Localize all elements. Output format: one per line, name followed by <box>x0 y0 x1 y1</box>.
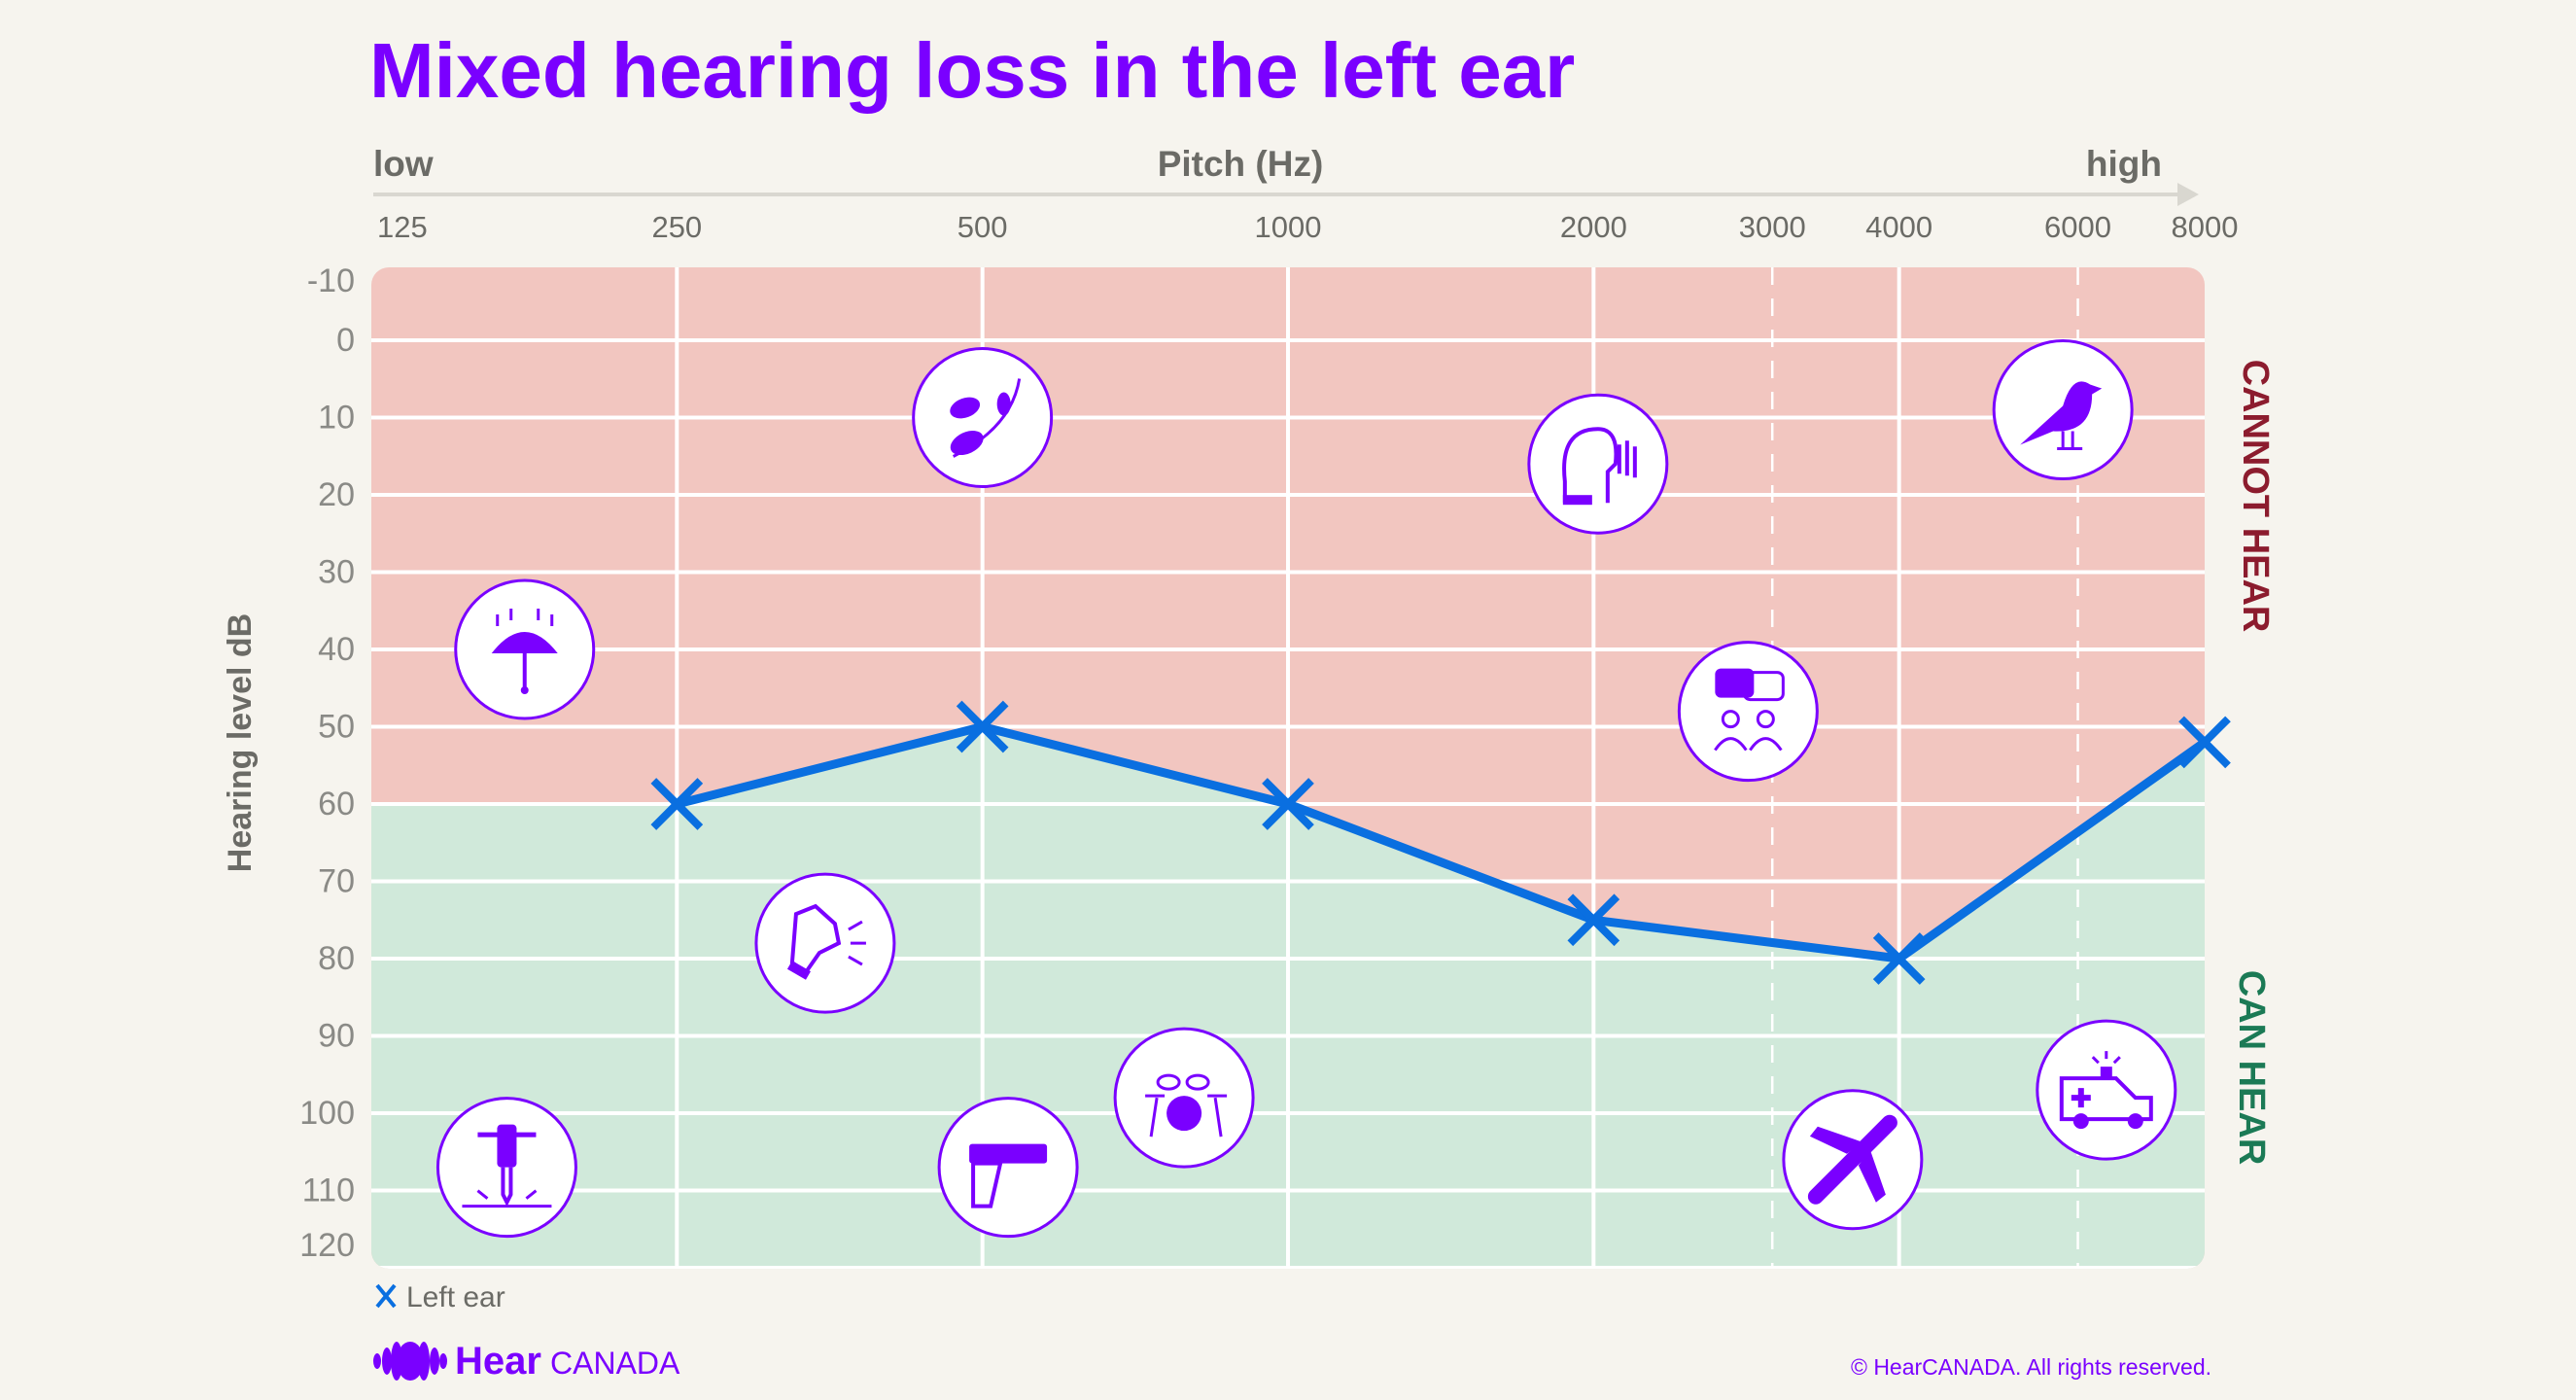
y-tick-label: 110 <box>302 1172 355 1209</box>
ambulance-siren-icon <box>2036 1019 2177 1161</box>
drum-kit-glyph <box>1145 1073 1228 1138</box>
leaves-rustling-icon <box>912 347 1054 488</box>
dog-barking-icon <box>754 872 896 1014</box>
bird-singing-icon <box>1992 339 2134 481</box>
region-label-cannot-hear: CANNOT HEAR <box>2235 360 2276 633</box>
icon-badge <box>1677 641 1819 783</box>
leaves-rustling-glyph <box>950 378 1022 458</box>
x-axis-low-label: low <box>373 144 434 184</box>
drum-kit-icon <box>1113 1027 1255 1169</box>
x-stroke <box>2178 716 2231 769</box>
y-tick-label: 50 <box>318 709 355 746</box>
left-ear-marker <box>2178 716 2231 769</box>
y-tick-label: 60 <box>318 786 355 822</box>
icon-badge <box>754 872 896 1014</box>
umbrella-rain-glyph <box>491 609 558 694</box>
x-tick-label: 1000 <box>1255 210 1322 244</box>
y-tick-label: 120 <box>299 1227 355 1264</box>
x-axis-high-label: high <box>2086 144 2162 184</box>
hearcanada-logo: Hear CANADA <box>373 1340 680 1382</box>
icon-badge <box>912 347 1054 488</box>
left-ear-line <box>676 722 2208 963</box>
umbrella-rain-icon <box>454 578 596 720</box>
x-stroke <box>1567 893 1620 947</box>
left-ear-marker <box>1567 893 1620 947</box>
jackhammer-icon <box>435 1097 577 1239</box>
conversation-glyph <box>1714 668 1785 752</box>
chart-title: Mixed hearing loss in the left ear <box>369 27 1575 114</box>
plot-area <box>371 267 2205 1269</box>
legend-label: Left ear <box>406 1281 505 1313</box>
x-stroke <box>1262 778 1314 830</box>
icon-badge <box>2036 1019 2177 1161</box>
legend-x-marker-icon <box>375 1283 397 1309</box>
handgun-icon <box>937 1097 1079 1239</box>
sound-icons <box>435 339 2177 1239</box>
x-tick-label: 8000 <box>2172 210 2239 244</box>
icon-badge <box>1527 393 1669 535</box>
x-tick-label: 125 <box>377 210 428 244</box>
y-tick-label: 90 <box>318 1018 355 1055</box>
y-axis-title: Hearing level dB <box>222 613 259 872</box>
left-ear-marker <box>650 778 704 830</box>
y-tick-label: 100 <box>299 1095 355 1132</box>
dog-barking-glyph <box>786 903 866 980</box>
x-stroke <box>1872 932 1926 985</box>
y-tick-label: 20 <box>318 476 355 513</box>
x-tick-label: 3000 <box>1739 210 1806 244</box>
x-tick-label: 250 <box>651 210 702 244</box>
x-tick-labels: 125 250 500 1000 2000 3000 4000 6000 8000 <box>377 210 2238 244</box>
soundwave-logo-icon <box>373 1342 447 1381</box>
airplane-icon <box>1782 1089 1924 1231</box>
x-stroke <box>956 700 1009 753</box>
x-tick-label: 2000 <box>1560 210 1627 244</box>
y-tick-label: 10 <box>318 400 355 437</box>
conversation-icon <box>1677 641 1819 783</box>
y-tick-label: 0 <box>336 322 355 359</box>
y-tick-label: 40 <box>318 631 355 668</box>
x-tick-label: 500 <box>957 210 1008 244</box>
series-left-ear <box>650 700 2231 985</box>
legend: Left ear <box>375 1281 505 1313</box>
y-tick-label: -10 <box>307 262 355 299</box>
logo-word-canada: CANADA <box>550 1346 680 1381</box>
whisper-glyph <box>1562 427 1637 506</box>
jackhammer-glyph <box>462 1124 552 1208</box>
x-axis-title: Pitch (Hz) <box>1158 144 1324 184</box>
region-label-can-hear: CAN HEAR <box>2231 970 2272 1166</box>
left-ear-marker <box>956 700 1009 753</box>
x-tick-label: 4000 <box>1865 210 1932 244</box>
logo-word-hear: Hear <box>455 1340 541 1382</box>
copyright: © HearCANADA. All rights reserved. <box>1851 1354 2211 1380</box>
left-ear-marker <box>1872 932 1926 985</box>
y-tick-labels: -10 0 10 20 30 40 50 60 70 80 90 100 110 120 <box>299 262 355 1264</box>
whisper-icon <box>1527 393 1669 535</box>
handgun-glyph <box>969 1143 1048 1208</box>
y-tick-label: 30 <box>318 554 355 591</box>
bird-singing-glyph <box>2020 381 2103 451</box>
airplane-glyph <box>1807 1114 1897 1205</box>
icon-badge <box>937 1097 1079 1239</box>
y-tick-label: 80 <box>318 940 355 977</box>
x-stroke <box>650 778 704 830</box>
left-ear-marker <box>1262 778 1314 830</box>
plot-regions <box>371 267 2205 1269</box>
ambulance-siren-glyph <box>2059 1051 2153 1130</box>
x-tick-label: 6000 <box>2044 210 2111 244</box>
pitch-arrow-head <box>2177 183 2199 206</box>
y-tick-label: 70 <box>318 863 355 900</box>
